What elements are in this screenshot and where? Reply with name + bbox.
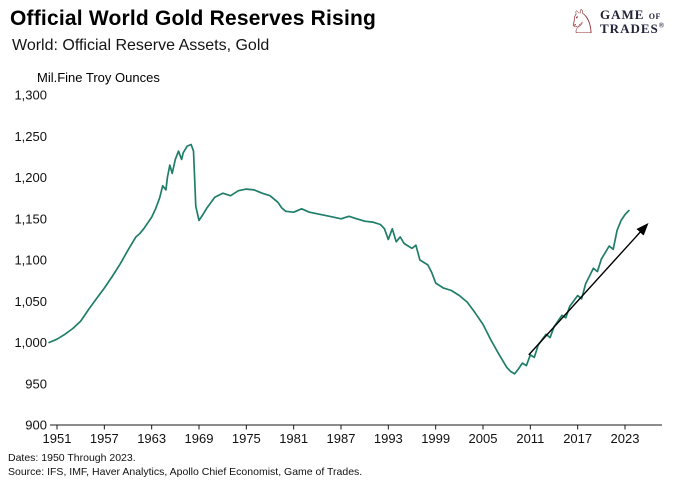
axes-layer: 1951 1957 1963 1969 1975 1981 1987 1993 1999 2005… [14,88,662,446]
x-tick-label: 1969 [185,431,214,446]
x-tick-label: 2017 [563,431,592,446]
registered-mark: ® [658,21,665,30]
x-tick-label: 1963 [137,431,166,446]
y-tick-label: 1,150 [14,211,47,226]
annotation-layer [528,222,649,356]
page-title: Official World Gold Reserves Rising [10,7,377,30]
x-tick-label: 1975 [232,431,261,446]
x-tick-label: 1993 [374,431,403,446]
trend-arrow [528,222,649,356]
x-tick-label: 1999 [421,431,450,446]
logo-word-of: OF [648,11,661,21]
x-tick-label: 1957 [90,431,119,446]
y-tick-label: 950 [25,376,47,391]
logo-word-game: GAME [600,6,645,22]
logo-word-trades: TRADES [600,21,659,36]
y-tick-label: 900 [25,418,47,433]
chart-subtitle: World: Official Reserve Assets, Gold [12,37,270,54]
logo-line-game-of: GAME OF [600,6,665,22]
y-axis-title: Mil.Fine Troy Ounces [37,70,160,85]
y-tick-label: 1,200 [14,170,47,185]
y-tick-label: 1,100 [14,253,47,268]
series-layer [48,143,630,375]
brand-logo: ♘ GAME OF TRADES® [567,5,665,39]
footnote-dates: Dates: 1950 Through 2023. [8,452,136,464]
y-tick-label: 1,050 [14,294,47,309]
logo-line-trades: TRADES® [600,21,665,36]
x-tick-label: 2005 [469,431,498,446]
gold-reserves-line [48,143,630,375]
y-tick-label: 1,250 [14,129,47,144]
knight-chess-icon: ♘ [567,3,598,40]
x-tick-label: 1981 [279,431,308,446]
x-tick-label: 1987 [327,431,356,446]
y-tick-label: 1,000 [14,335,47,350]
x-tick-label: 2023 [611,431,640,446]
x-tick-label: 2011 [516,431,544,446]
x-tick-label: 1951 [43,431,72,446]
y-tick-label: 1,300 [14,88,47,103]
footnote-source: Source: IFS, IMF, Haver Analytics, Apoll… [8,466,363,478]
logo-text: GAME OF TRADES® [600,6,665,36]
